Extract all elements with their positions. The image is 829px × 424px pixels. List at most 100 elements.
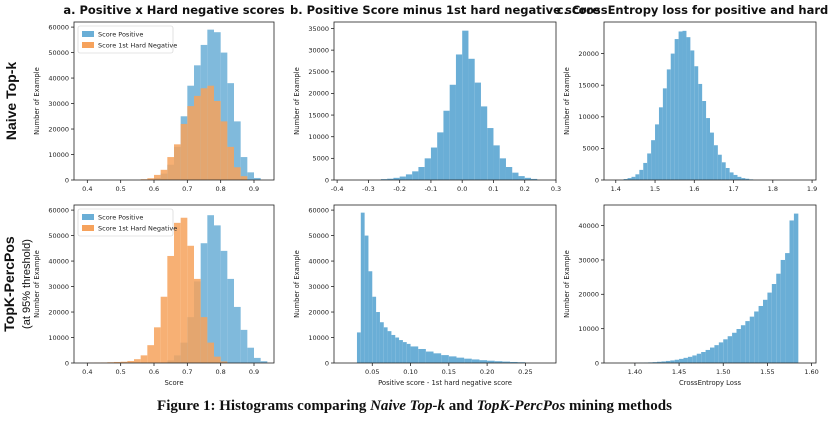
histogram-bar (505, 167, 513, 180)
histogram-bar (683, 357, 688, 363)
histogram-bar (670, 360, 675, 363)
x-tick-label: -0.2 (393, 185, 406, 193)
y-tick-label: 15000 (578, 82, 599, 90)
histogram-bar (214, 101, 221, 180)
y-tick-label: 20000 (578, 291, 599, 299)
histogram-bar (745, 321, 750, 363)
histogram-bar (670, 53, 675, 180)
histogram-bar (234, 121, 241, 180)
legend-swatch (82, 225, 94, 231)
y-tick-label: 20000 (48, 125, 69, 133)
x-tick-label: 0.8 (215, 368, 225, 376)
histogram-bar (740, 325, 746, 363)
x-tick-label: 0.5 (115, 368, 125, 376)
histogram-bar (200, 88, 208, 180)
histogram-bar (187, 245, 194, 363)
histogram-bar (694, 66, 699, 180)
x-tick-label: 0.05 (365, 368, 379, 376)
histogram-bar (418, 348, 426, 363)
plot-frame (603, 204, 817, 364)
histogram-bar (793, 213, 799, 363)
y-tick-label: 15000 (308, 111, 329, 119)
y-tick-label: 35000 (308, 25, 329, 33)
histogram-bar (665, 360, 671, 363)
histogram-bar (723, 339, 728, 363)
histogram-bar (710, 347, 715, 363)
histogram-bar (120, 361, 128, 363)
histogram-bar (718, 342, 724, 363)
histogram-bar (639, 169, 644, 180)
histogram-bar (635, 174, 640, 180)
histogram-bar (717, 154, 722, 180)
histogram-bar (180, 217, 188, 363)
histogram-bar (379, 322, 384, 363)
histogram-bar (512, 172, 519, 180)
histogram-bar (692, 355, 697, 363)
histogram-bar (220, 52, 228, 180)
histogram-bar (487, 360, 495, 363)
histogram-bar (449, 84, 456, 180)
x-tick-label: 1.7 (728, 185, 738, 193)
x-axis-label: Score (164, 379, 183, 387)
histogram-bar (220, 361, 228, 363)
histogram-bar (433, 353, 442, 363)
histogram-bar (443, 110, 450, 180)
x-tick-label: 1.8 (768, 185, 778, 193)
histogram-bar (767, 292, 772, 363)
row-label-naive-topk: Naive Top-k (3, 62, 19, 141)
histogram-bar (499, 158, 506, 180)
histogram-bar (405, 174, 413, 180)
y-tick-label: 20000 (48, 308, 69, 316)
legend: Score Positive Score 1st Hard Negative (77, 208, 177, 237)
histogram-bar (437, 132, 444, 180)
y-axis-label: Number of Example (563, 67, 571, 135)
y-tick-label: 30000 (48, 283, 69, 291)
histogram-bar (399, 176, 406, 180)
histogram-bar (657, 361, 662, 363)
histogram-bar (247, 347, 254, 363)
histogram-bar (356, 332, 361, 363)
histogram-bar (167, 255, 174, 363)
histogram-bar (254, 177, 261, 180)
histogram-bar (160, 296, 168, 363)
y-tick-label: 0 (595, 176, 599, 184)
histogram-bar (754, 311, 759, 363)
histogram-bar (360, 212, 365, 363)
plot-frame (73, 204, 275, 364)
histogram-bar (220, 121, 228, 180)
histogram-bar (530, 178, 538, 180)
x-tick-label: 1.5 (650, 185, 660, 193)
histogram-bar (474, 82, 481, 180)
y-tick-label: 40000 (308, 257, 329, 265)
x-tick-label: 0.4 (82, 185, 92, 193)
bars (380, 30, 538, 180)
histogram-bar (254, 357, 261, 363)
histogram-bar (220, 250, 228, 363)
chart-c-bottom: 1.40 1.45 1.50 1.55 1.60 0 10000 20000 30000 4000… (563, 204, 819, 387)
histogram-bar (167, 157, 174, 180)
histogram-bar (713, 145, 718, 180)
x-tick-label: 0.5 (115, 185, 125, 193)
x-tick-label: 0.15 (442, 368, 456, 376)
histogram-bar (234, 167, 241, 180)
x-tick-label: 1.55 (760, 368, 774, 376)
x-tick-label: 0.0 (457, 185, 467, 193)
histogram-bar (763, 299, 768, 363)
histogram-bar (372, 296, 377, 363)
y-tick-label: 50000 (48, 49, 69, 57)
histogram-bar (686, 37, 691, 180)
histogram-bar (690, 50, 695, 180)
plot-frame (603, 21, 817, 181)
row-sublabel-threshold: (at 95% threshold) (21, 239, 33, 329)
histogram-bar (706, 118, 710, 180)
legend-swatch (82, 214, 94, 220)
bars (356, 212, 526, 363)
x-tick-label: 0.9 (249, 185, 259, 193)
x-tick-label: 1.6 (689, 185, 699, 193)
y-tick-label: 50000 (48, 232, 69, 240)
histogram-bar (510, 361, 518, 363)
series-0 (380, 30, 538, 180)
histogram-bar (732, 332, 737, 363)
histogram-bar (710, 132, 714, 180)
